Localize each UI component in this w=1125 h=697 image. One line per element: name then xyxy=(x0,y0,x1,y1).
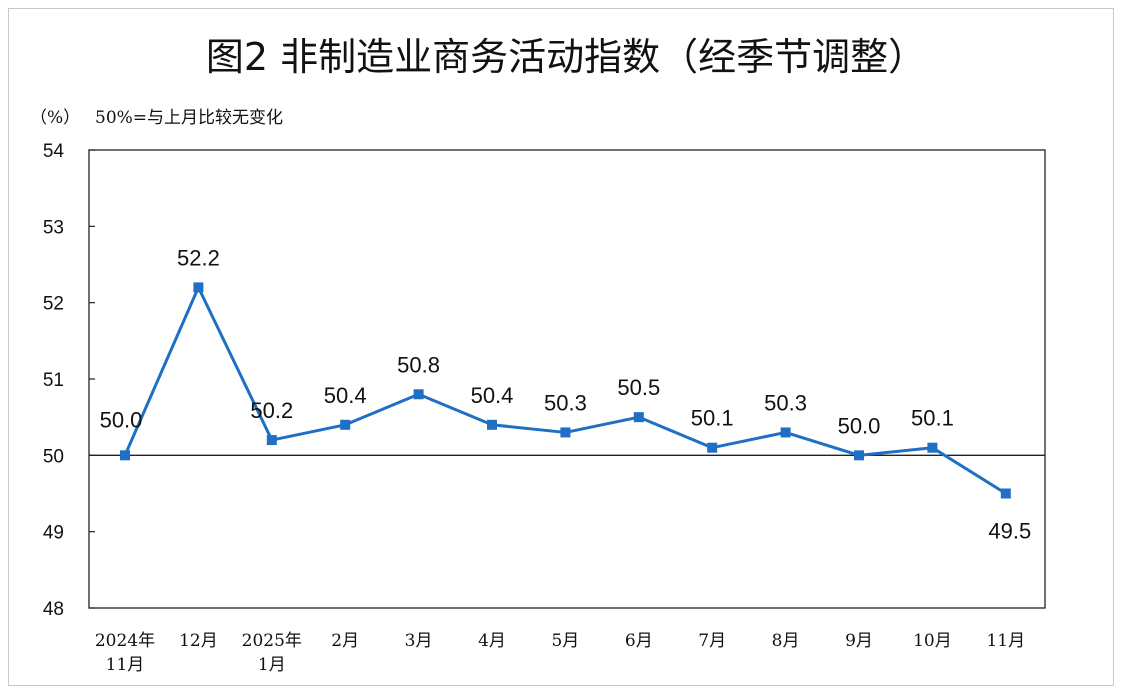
data-label: 50.8 xyxy=(397,352,440,377)
x-axis: 2024年 11月 12月 2025年 1月 2月 3月 4月 5月 6月 7月 8月 9月 10月 11月 xyxy=(95,631,1025,675)
data-point-marker xyxy=(560,427,571,438)
y-axis: 48 49 50 51 52 53 54 xyxy=(43,141,95,620)
data-point-marker xyxy=(633,412,644,423)
data-label: 50.0 xyxy=(838,413,881,438)
x-tick-label: 12月 xyxy=(179,631,218,651)
x-tick-label: 1月 xyxy=(258,655,286,675)
data-point-marker xyxy=(854,450,864,461)
data-point-marker xyxy=(266,435,277,446)
data-label: 50.1 xyxy=(691,406,734,431)
x-tick-label: 2024年 xyxy=(95,631,155,651)
data-label: 50.3 xyxy=(544,390,587,415)
series-markers xyxy=(120,282,1011,499)
data-label: 50.2 xyxy=(250,398,293,423)
x-tick-label: 4月 xyxy=(478,631,506,651)
data-label: 50.3 xyxy=(764,390,807,415)
data-labels: 50.0 52.2 50.2 50.4 50.8 50.4 50.3 50.5 50.1 50.3… xyxy=(100,245,1032,543)
x-tick-label: 3月 xyxy=(405,631,433,651)
x-tick-label: 11月 xyxy=(106,655,145,675)
data-label: 50.4 xyxy=(324,383,367,408)
x-tick-label: 9月 xyxy=(845,631,873,651)
x-tick-label: 2025年 xyxy=(242,631,302,651)
data-point-marker xyxy=(780,427,791,438)
x-tick-label: 5月 xyxy=(551,631,579,651)
data-point-marker xyxy=(193,282,204,293)
y-tick-label: 54 xyxy=(43,141,65,162)
data-label: 50.0 xyxy=(100,407,143,432)
plot-area xyxy=(88,149,1046,609)
x-tick-label: 6月 xyxy=(625,631,653,651)
data-label: 50.1 xyxy=(911,406,954,431)
data-point-marker xyxy=(927,442,938,453)
y-tick-label: 49 xyxy=(43,523,64,544)
x-tick-label: 8月 xyxy=(772,631,800,651)
y-tick-label: 53 xyxy=(43,217,64,238)
y-tick-label: 50 xyxy=(43,446,64,467)
x-tick-label: 7月 xyxy=(698,631,726,651)
data-label: 52.2 xyxy=(177,245,220,270)
data-point-marker xyxy=(413,389,424,400)
y-unit-label: （%） xyxy=(30,108,80,128)
y-tick-label: 52 xyxy=(43,294,64,315)
data-point-marker xyxy=(707,442,718,453)
x-tick-label: 10月 xyxy=(913,631,952,651)
data-label: 50.5 xyxy=(617,375,660,400)
data-point-marker xyxy=(487,419,497,430)
data-point-marker xyxy=(340,419,351,430)
x-tick-label: 11月 xyxy=(986,631,1025,651)
data-point-marker xyxy=(120,450,130,461)
y-tick-label: 51 xyxy=(43,370,64,391)
chart-title: 图2 非制造业商务活动指数（经季节调整） xyxy=(206,35,926,79)
y-tick-label: 48 xyxy=(43,599,64,620)
x-tick-label: 2月 xyxy=(331,631,359,651)
data-label: 49.5 xyxy=(988,519,1031,544)
data-point-marker xyxy=(1000,488,1011,499)
data-label: 50.4 xyxy=(471,383,514,408)
chart-note: 50%=与上月比较无变化 xyxy=(95,108,283,128)
chart-frame xyxy=(8,8,1114,686)
